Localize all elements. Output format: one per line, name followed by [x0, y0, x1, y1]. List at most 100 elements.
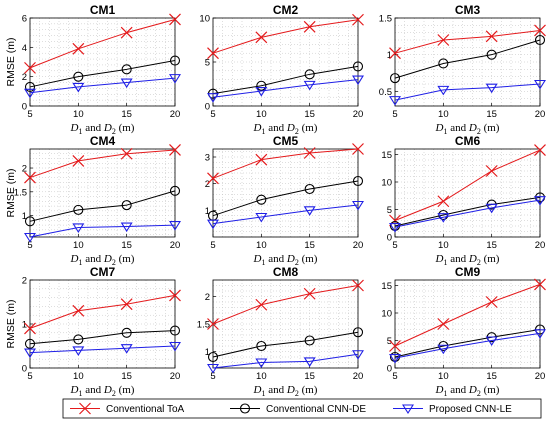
series-line [394, 83, 541, 101]
x-tick-label: 20 [353, 371, 364, 382]
y-tick-label: 2 [22, 276, 27, 287]
x-tick-label: 10 [256, 109, 267, 120]
subplot-title: CM5 [273, 134, 299, 148]
data-point [169, 221, 181, 231]
y-tick-label: 5 [387, 205, 392, 216]
data-point [255, 153, 268, 166]
x-tick-label: 20 [535, 240, 546, 251]
data-point [120, 147, 133, 160]
x-axis-label-part: (m) [116, 253, 135, 265]
data-point [389, 73, 401, 84]
y-axis-label: RMSE (m) [5, 38, 17, 87]
series-proposed-cnn-le [389, 196, 546, 233]
x-axis-label-part: 2 [477, 127, 481, 136]
series-line [29, 330, 176, 345]
x-axis-label-part: 2 [295, 389, 299, 398]
data-point [303, 357, 316, 367]
series-line [212, 19, 359, 54]
data-point [534, 34, 546, 46]
x-axis-label-part: D [70, 253, 79, 265]
data-point [169, 144, 181, 156]
y-tick-label: 3 [205, 153, 210, 164]
series-conventional-toa [24, 144, 181, 184]
x-tick-label: 5 [392, 371, 397, 382]
x-tick-label: 5 [210, 240, 215, 251]
series-line [212, 204, 359, 225]
series-line [394, 199, 541, 228]
data-point [534, 79, 546, 90]
series-conventional-cnn-de [24, 185, 181, 227]
x-axis-label-part: 1 [443, 258, 447, 267]
series-line [29, 294, 176, 329]
data-point [256, 340, 267, 352]
triangle-down-icon [402, 404, 414, 415]
data-point [304, 335, 315, 346]
series-line [394, 332, 541, 359]
data-point [389, 96, 401, 106]
x-axis-label-part: 2 [112, 389, 116, 398]
y-tick-label: 2 [22, 164, 27, 175]
x-axis-label-part: and [447, 384, 468, 396]
data-point [169, 325, 181, 336]
series-proposed-cnn-le [207, 200, 364, 230]
x-axis-label-part: 2 [295, 127, 299, 136]
series-proposed-cnn-le [24, 221, 181, 243]
series-proposed-cnn-le [389, 329, 546, 364]
subplot-title: CM2 [273, 3, 299, 17]
y-tick-label: 1.5 [14, 187, 27, 198]
x-tick-label: 5 [210, 371, 215, 382]
x-axis-label-part: 1 [443, 389, 447, 398]
legend-label: Conventional ToA [106, 404, 185, 415]
x-tick-label: 10 [73, 240, 84, 251]
y-tick-label: 0 [205, 102, 210, 113]
x-tick-label: 5 [210, 109, 215, 120]
x-axis-label-part: 2 [112, 127, 116, 136]
data-point [389, 340, 401, 352]
x-tick-label: 5 [392, 109, 397, 120]
series-line [394, 29, 541, 54]
data-point [169, 55, 181, 66]
data-point [352, 279, 364, 292]
x-axis-label-part: D [468, 122, 477, 134]
data-point [72, 82, 85, 93]
x-axis-label-part: D [103, 122, 112, 134]
series-line [394, 39, 541, 79]
data-point [437, 85, 450, 96]
x-tick-label: 20 [535, 109, 546, 120]
x-axis-label-part: (m) [299, 122, 318, 134]
series-proposed-cnn-le [24, 74, 181, 99]
data-point [437, 213, 450, 223]
series-line [212, 79, 359, 98]
x-tick-label: 15 [304, 371, 315, 382]
data-point [303, 20, 316, 33]
data-point [255, 212, 268, 223]
y-tick-label: 10 [199, 14, 210, 25]
data-point [389, 354, 401, 364]
data-point [485, 165, 498, 177]
x-axis-label-part: D [253, 384, 262, 396]
data-point [485, 30, 498, 43]
data-point [121, 200, 132, 211]
series-proposed-cnn-le [24, 341, 181, 359]
y-tick-label: 1 [205, 206, 210, 217]
x-tick-label: 5 [392, 240, 397, 251]
data-point [256, 80, 267, 91]
axes-box [29, 148, 176, 238]
x-tick-label: 5 [27, 109, 32, 120]
data-point [438, 58, 449, 69]
data-point [207, 172, 219, 185]
data-point [534, 144, 546, 157]
data-point [437, 318, 450, 330]
data-point [24, 61, 36, 74]
x-tick-label: 15 [304, 109, 315, 120]
x-axis-label-part: D [70, 384, 79, 396]
data-point [73, 71, 84, 82]
x-tick-label: 20 [170, 109, 181, 120]
data-point [352, 75, 364, 86]
y-tick-label: 15 [381, 281, 392, 292]
x-axis-label-part: D [286, 384, 295, 396]
x-tick-label: 20 [535, 371, 546, 382]
